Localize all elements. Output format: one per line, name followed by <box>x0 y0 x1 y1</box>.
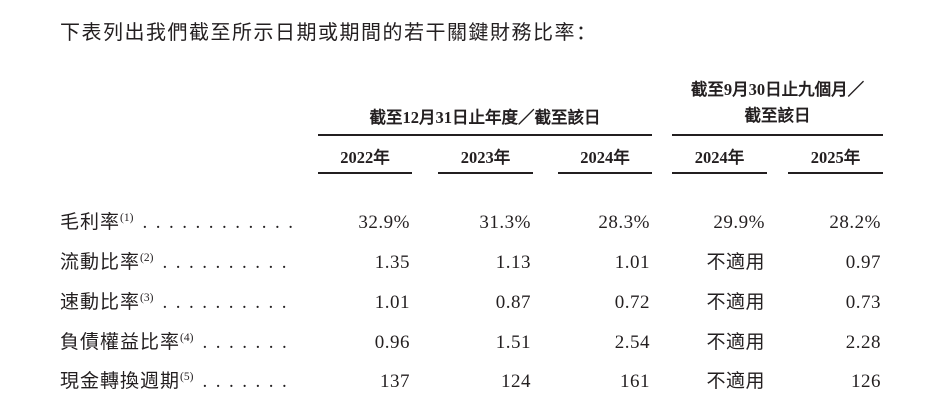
cell-value: 0.72 <box>614 292 650 313</box>
column-group-nine-months-line2: 截至該日 <box>744 106 811 125</box>
column-underline <box>558 172 652 174</box>
cell-value: 137 <box>380 371 410 392</box>
row-label-text: 毛利率 <box>60 212 121 233</box>
cell-value: 29.9% <box>713 212 765 233</box>
cell-value: 32.9% <box>358 212 410 233</box>
row-label-gross-margin: 毛利率 (1)............ <box>60 209 312 237</box>
row-label-text: 流動比率 <box>60 252 141 273</box>
cell-value: 0.96 <box>374 332 410 353</box>
row-label-current-ratio: 流動比率 (2).......... <box>60 249 312 277</box>
cell-value: 1.35 <box>374 252 410 273</box>
cell-value: 31.3% <box>479 212 531 233</box>
cell-value: 2.28 <box>845 332 881 353</box>
dot-leader: ....... <box>202 332 296 353</box>
group1-underline <box>318 134 652 136</box>
row-label-cash-conversion-cycle: 現金轉換週期 (5)....... <box>60 368 312 396</box>
footnote-marker: (4) <box>180 332 194 344</box>
cell-value: 2.54 <box>614 332 650 353</box>
row-label-text: 負債權益比率 <box>60 332 181 353</box>
footnote-marker: (2) <box>140 252 154 264</box>
group2-underline <box>672 134 883 136</box>
column-group-nine-months: 截至9月30日止九個月／ 截至該日 <box>662 77 893 129</box>
cell-value: 1.01 <box>374 292 410 313</box>
footnote-marker: (3) <box>140 292 154 304</box>
row-label-debt-to-equity: 負債權益比率 (4)....... <box>60 329 312 357</box>
column-header-2022: 2022年 <box>340 148 390 167</box>
column-header-2025-interim: 2025年 <box>810 148 861 167</box>
dot-leader: ....... <box>202 371 296 392</box>
dot-leader: .......... <box>162 252 295 273</box>
column-header-2024: 2024年 <box>580 148 630 167</box>
cell-value: 0.97 <box>845 252 881 273</box>
cell-value: 1.01 <box>614 252 650 273</box>
column-underline <box>438 172 533 174</box>
cell-value: 0.87 <box>495 292 531 313</box>
cell-value: 28.2% <box>829 212 881 233</box>
footnote-marker: (1) <box>120 212 134 224</box>
column-header-2024-interim: 2024年 <box>694 148 745 167</box>
row-label-text: 速動比率 <box>60 292 141 313</box>
dot-leader: ............ <box>142 212 302 233</box>
cell-value: 1.51 <box>495 332 531 353</box>
page-title: 下表列出我們截至所示日期或期間的若干關鍵財務比率： <box>60 22 598 44</box>
cell-value: 124 <box>501 371 531 392</box>
cell-value: 1.13 <box>495 252 531 273</box>
cell-value: 不適用 <box>706 371 765 392</box>
cell-value: 不適用 <box>706 332 765 353</box>
cell-value: 不適用 <box>706 292 765 313</box>
column-underline <box>318 172 412 174</box>
column-group-annual: 截至12月31日止年度／截至該日 <box>369 108 601 127</box>
footnote-marker: (5) <box>180 371 194 383</box>
row-label-quick-ratio: 速動比率 (3).......... <box>60 289 312 317</box>
cell-value: 126 <box>851 371 881 392</box>
cell-value: 161 <box>620 371 650 392</box>
cell-value: 0.73 <box>845 292 881 313</box>
dot-leader: .......... <box>162 292 295 313</box>
cell-value: 28.3% <box>598 212 650 233</box>
column-underline <box>672 172 767 174</box>
cell-value: 不適用 <box>706 252 765 273</box>
column-group-nine-months-line1: 截至9月30日止九個月／ <box>690 80 865 99</box>
row-label-text: 現金轉換週期 <box>60 371 181 392</box>
column-underline <box>788 172 883 174</box>
column-header-2023: 2023年 <box>460 148 511 167</box>
